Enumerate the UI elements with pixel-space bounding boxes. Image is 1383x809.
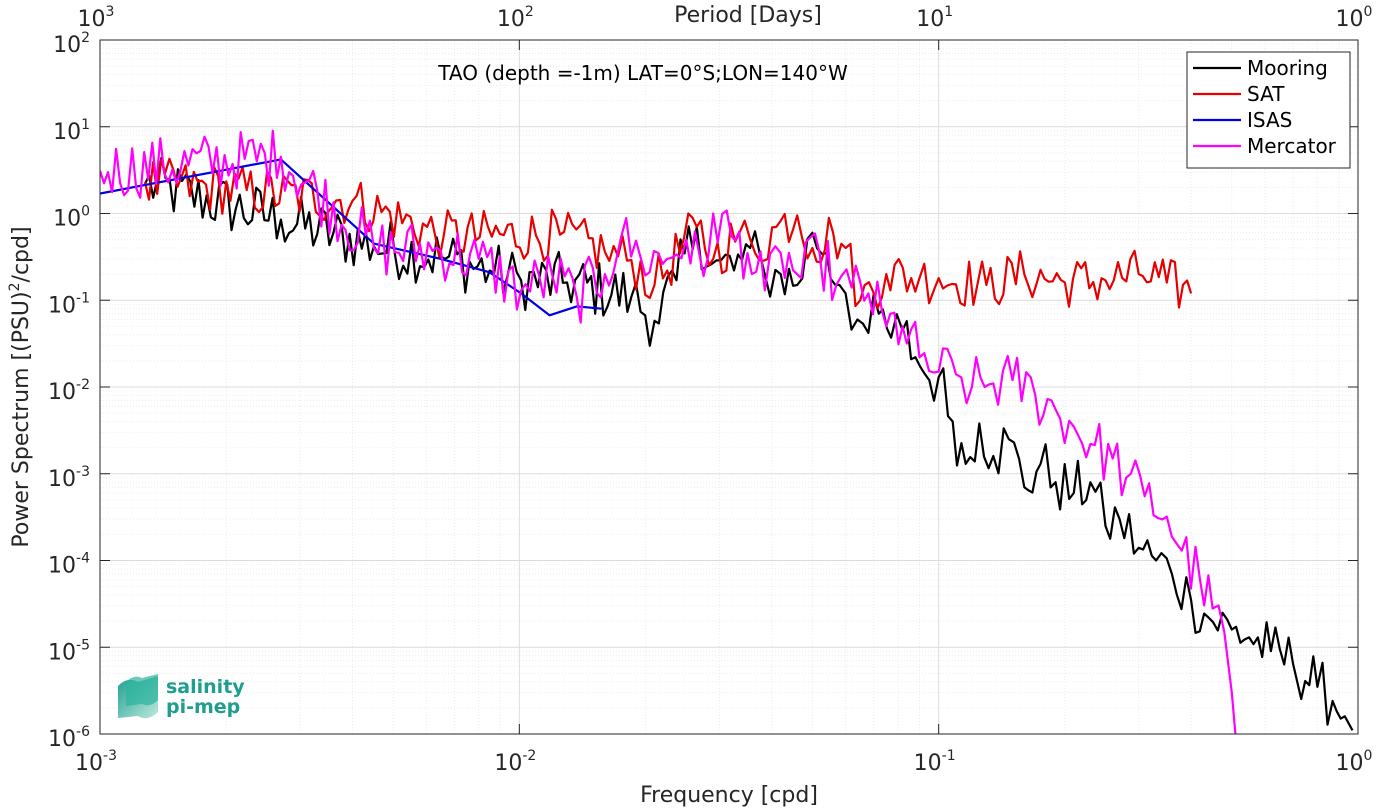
series-line-isas xyxy=(100,158,602,317)
legend-label-isas: ISAS xyxy=(1247,108,1292,132)
salinity-pi-mep-logo: salinity pi-mep xyxy=(118,674,245,719)
y-tick-label: 100 xyxy=(53,204,90,232)
top-tick-label: 102 xyxy=(497,4,534,32)
series-line-mooring xyxy=(144,156,1354,731)
logo-line2: pi-mep xyxy=(166,696,240,718)
y-tick-label: 10-6 xyxy=(48,724,90,752)
y-tick-label: 10-2 xyxy=(48,377,90,405)
chart-title: TAO (depth =-1m) LAT=0°S;LON=140°W xyxy=(437,61,848,85)
y-tick-label: 102 xyxy=(53,30,90,58)
logo-wave-back-icon xyxy=(126,674,158,706)
legend-label-sat: SAT xyxy=(1247,82,1285,106)
y-axis-label-main: Power Spectrum [(PSU) xyxy=(9,291,34,547)
series-line-mercator xyxy=(100,129,1237,734)
series-layer xyxy=(100,129,1354,734)
x-tick-label: 10-2 xyxy=(494,748,536,776)
tick-marks xyxy=(99,39,1359,735)
x-axis-label: Frequency [cpd] xyxy=(640,783,818,808)
y-tick-label: 10-3 xyxy=(48,464,90,492)
grid xyxy=(99,39,1359,735)
legend-box xyxy=(1186,51,1351,169)
y-axis-label-end: /cpd] xyxy=(9,226,34,282)
top-tick-label: 100 xyxy=(1336,4,1373,32)
top-tick-label: 103 xyxy=(78,4,115,32)
x-tick-label: 10-1 xyxy=(914,748,956,776)
logo-line1: salinity xyxy=(166,676,245,698)
y-axis-label: Power Spectrum [(PSU)2/cpd] xyxy=(7,226,34,547)
y-tick-label: 10-1 xyxy=(48,290,90,318)
y-tick-label: 10-5 xyxy=(48,637,90,665)
top-axis-label: Period [Days] xyxy=(674,3,822,28)
y-tick-label: 10-4 xyxy=(48,551,90,579)
x-tick-label: 100 xyxy=(1336,748,1373,776)
legend-label-mercator: Mercator xyxy=(1247,134,1337,158)
top-tick-label: 101 xyxy=(916,4,953,32)
y-tick-label: 101 xyxy=(53,117,90,145)
x-tick-label: 10-3 xyxy=(75,748,117,776)
legend-label-mooring: Mooring xyxy=(1247,56,1328,80)
y-axis-label-sup: 2 xyxy=(7,282,23,291)
